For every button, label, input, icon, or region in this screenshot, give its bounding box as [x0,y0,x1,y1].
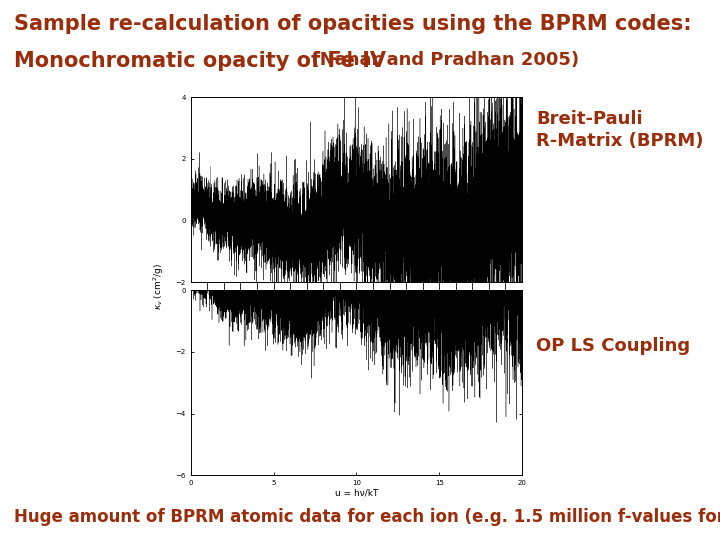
Text: Huge amount of BPRM atomic data for each ion (e.g. 1.5 million f-values for Fe I: Huge amount of BPRM atomic data for each… [14,509,720,526]
Text: Monochromatic opacity of Fe IV: Monochromatic opacity of Fe IV [14,51,387,71]
X-axis label: u = hν/kT: u = hν/kT [335,489,378,498]
Text: Breit-Pauli
R-Matrix (BPRM): Breit-Pauli R-Matrix (BPRM) [536,110,704,150]
Text: Nahar and Pradhan (2005): Nahar and Pradhan (2005) [363,253,465,262]
Text: (Nahar and Pradhan 2005): (Nahar and Pradhan 2005) [299,51,579,69]
Text: Opacity Project: Opacity Project [363,306,421,314]
Text: OP LS Coupling: OP LS Coupling [536,336,690,355]
Text: $\kappa_\nu$ (cm$^2$/g): $\kappa_\nu$ (cm$^2$/g) [151,262,166,310]
Text: Sample re-calculation of opacities using the BPRM codes:: Sample re-calculation of opacities using… [14,14,692,33]
